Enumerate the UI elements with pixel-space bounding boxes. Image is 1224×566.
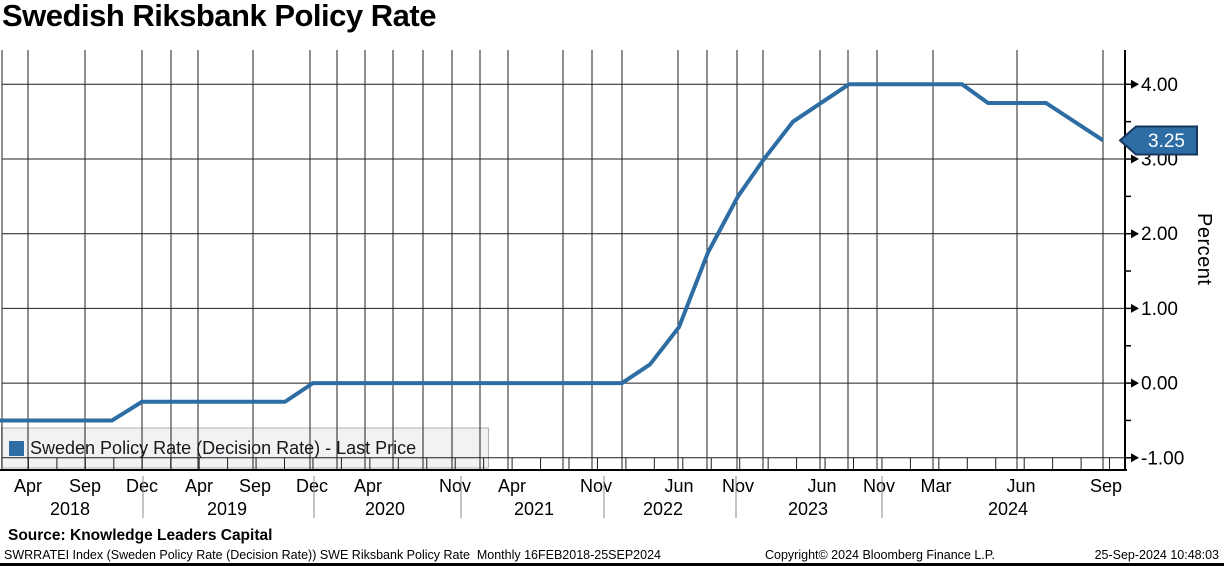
y-tick-label: 1.00 <box>1141 299 1178 320</box>
legend-background <box>1 427 489 469</box>
month-label: Nov <box>722 476 754 496</box>
footer: SWRRATEI Index (Sweden Policy Rate (Deci… <box>0 548 1224 563</box>
y-tick-label: 0.00 <box>1141 374 1178 395</box>
month-label: Jun <box>664 476 693 496</box>
month-label: Dec <box>296 476 328 496</box>
year-label: 2022 <box>643 499 683 519</box>
y-tick-arrow-icon <box>1131 154 1139 164</box>
month-label: Jun <box>1006 476 1035 496</box>
y-tick-label: 4.00 <box>1141 75 1178 96</box>
footer-security-info: SWRRATEI Index (Sweden Policy Rate (Deci… <box>4 548 661 562</box>
y-tick-label: 2.00 <box>1141 224 1178 245</box>
bottom-edge-bar <box>0 563 1224 566</box>
y-axis-title: Percent <box>1193 213 1215 286</box>
y-tick-arrow-icon <box>1131 453 1139 463</box>
y-tick-arrow-icon <box>1131 378 1139 388</box>
y-tick-arrow-icon <box>1131 229 1139 239</box>
y-tick-arrow-icon <box>1131 303 1139 313</box>
last-price-badge <box>1118 125 1198 156</box>
year-label: 2024 <box>988 499 1028 519</box>
footer-copyright: Copyright© 2024 Bloomberg Finance L.P. <box>765 548 995 562</box>
month-label: Nov <box>863 476 895 496</box>
y-tick-label: -1.00 <box>1141 448 1184 469</box>
year-label: 2018 <box>50 499 90 519</box>
last-price-label: 3.25 <box>1148 131 1185 152</box>
legend: Sweden Policy Rate (Decision Rate) - Las… <box>9 438 416 459</box>
month-label: Sep <box>1090 476 1122 496</box>
year-label: 2021 <box>514 499 554 519</box>
month-label: Jun <box>807 476 836 496</box>
source-line: Source: Knowledge Leaders Capital <box>8 527 273 544</box>
chart-title: Swedish Riksbank Policy Rate <box>2 0 436 33</box>
month-label: Mar <box>921 476 952 496</box>
legend-label: Sweden Policy Rate (Decision Rate) - Las… <box>30 438 417 458</box>
month-label: Apr <box>498 476 526 496</box>
month-label: Sep <box>239 476 271 496</box>
month-label: Nov <box>580 476 612 496</box>
footer-timestamp: 25-Sep-2024 10:48:03 <box>1094 548 1219 562</box>
series-square-icon <box>9 441 24 456</box>
month-label: Sep <box>69 476 101 496</box>
year-label: 2019 <box>207 499 247 519</box>
rate-line <box>0 82 1105 423</box>
month-label: Dec <box>126 476 158 496</box>
month-label: Apr <box>14 476 42 496</box>
year-label: 2023 <box>788 499 828 519</box>
month-label: Nov <box>439 476 471 496</box>
year-label: 2020 <box>365 499 405 519</box>
y-tick-arrow-icon <box>1131 79 1139 89</box>
month-label: Apr <box>354 476 382 496</box>
month-label: Apr <box>185 476 213 496</box>
